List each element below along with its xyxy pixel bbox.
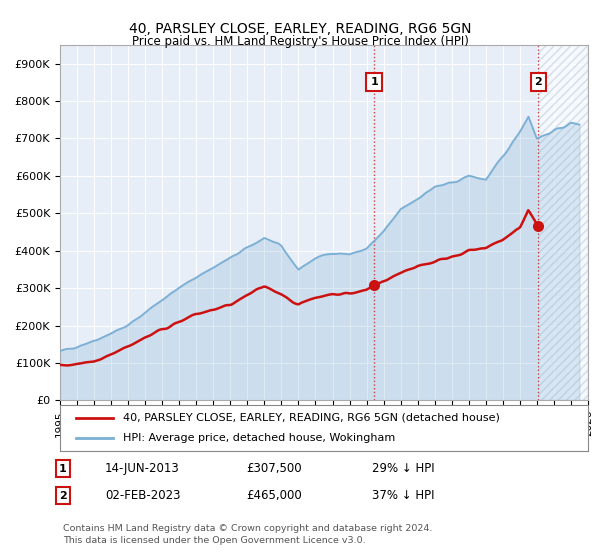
Text: 29% ↓ HPI: 29% ↓ HPI [372,462,434,475]
Text: HPI: Average price, detached house, Wokingham: HPI: Average price, detached house, Woki… [124,433,395,443]
Bar [538,45,588,400]
Text: 14-JUN-2013: 14-JUN-2013 [105,462,180,475]
Text: 40, PARSLEY CLOSE, EARLEY, READING, RG6 5GN (detached house): 40, PARSLEY CLOSE, EARLEY, READING, RG6 … [124,413,500,423]
Text: Price paid vs. HM Land Registry's House Price Index (HPI): Price paid vs. HM Land Registry's House … [131,35,469,48]
Text: £465,000: £465,000 [246,489,302,502]
Text: 2: 2 [535,77,542,87]
Text: 40, PARSLEY CLOSE, EARLEY, READING, RG6 5GN: 40, PARSLEY CLOSE, EARLEY, READING, RG6 … [129,22,471,36]
Text: Contains HM Land Registry data © Crown copyright and database right 2024.
This d: Contains HM Land Registry data © Crown c… [63,524,433,545]
Text: £307,500: £307,500 [246,462,302,475]
Text: 02-FEB-2023: 02-FEB-2023 [105,489,181,502]
Text: 1: 1 [370,77,378,87]
Text: 37% ↓ HPI: 37% ↓ HPI [372,489,434,502]
Text: 1: 1 [59,464,67,474]
Text: 2: 2 [59,491,67,501]
